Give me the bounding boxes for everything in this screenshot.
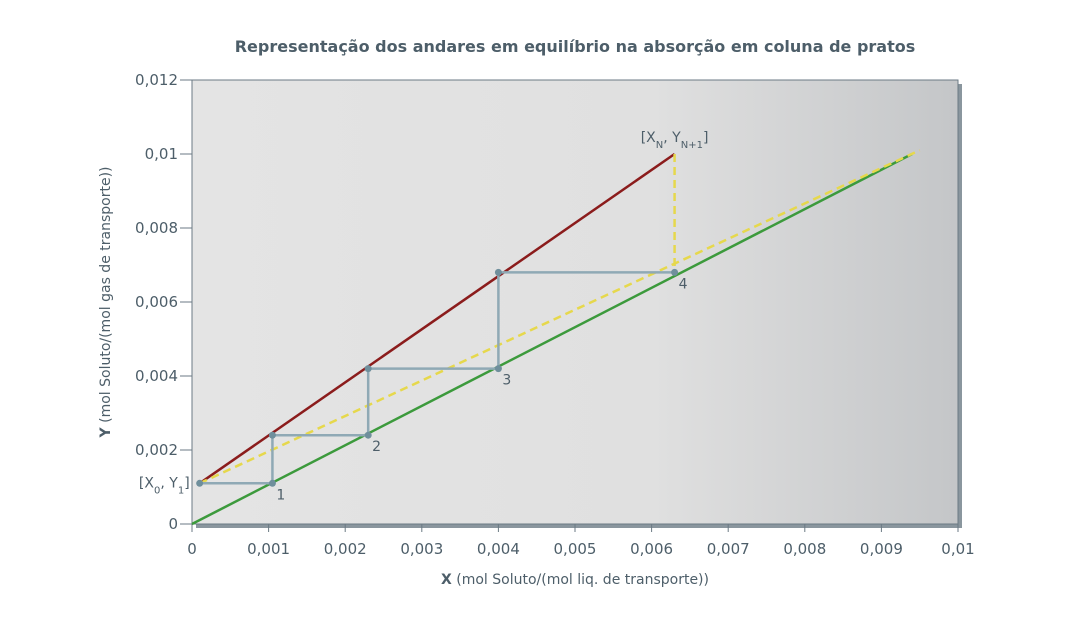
y-axis-label-part: (mol Soluto/(mol gas de transporte)) (98, 167, 114, 428)
series-line (199, 149, 921, 485)
annotation-part: 1 (276, 487, 285, 503)
y-axis-label-part: Y (98, 426, 114, 438)
annotation: 4 (679, 276, 688, 292)
annotation: [XN, YN+1] (641, 130, 709, 151)
series-line (191, 152, 913, 526)
annotation-part: 4 (679, 276, 688, 292)
annotation-part: 1 (178, 485, 184, 496)
chart-title: Representação dos andares em equilíbrio … (235, 37, 916, 56)
point (268, 479, 276, 487)
y-tick-label: 0,012 (135, 71, 178, 89)
annotation-part: , Y (160, 475, 178, 491)
x-tick-label: 0 (187, 540, 197, 558)
plot-area (191, 79, 959, 525)
point (364, 431, 372, 439)
series-line (199, 271, 675, 485)
annotation: [X0, Y1] (139, 475, 190, 496)
annotation-part: ] (703, 130, 708, 146)
point (494, 268, 502, 276)
x-tick-label: 0,003 (400, 540, 443, 558)
y-tick-label: 0,008 (135, 219, 178, 237)
annotation-part: 2 (372, 439, 381, 455)
x-tick-label: 0,006 (630, 540, 673, 558)
y-tick-label: 0,004 (135, 367, 178, 385)
annotation: 1 (276, 487, 285, 503)
x-tick-label: 0,004 (477, 540, 520, 558)
point (196, 479, 204, 487)
annotation: 2 (372, 439, 381, 455)
annotation: 3 (502, 373, 511, 389)
x-axis-label: X (mol Soluto/(mol liq. de transporte)) (441, 572, 709, 588)
series-line (198, 152, 676, 485)
point (671, 268, 679, 276)
y-tick-label: 0,002 (135, 441, 178, 459)
annotation-part: 0 (154, 485, 160, 496)
x-tick-label: 0,009 (860, 540, 903, 558)
y-tick-label: 0,006 (135, 293, 178, 311)
x-tick-label: 0,008 (783, 540, 826, 558)
point (268, 431, 276, 439)
x-tick-label: 0,01 (941, 540, 974, 558)
y-tick-label: 0 (168, 515, 178, 533)
x-axis-label-part: (mol Soluto/(mol liq. de transporte)) (452, 572, 709, 588)
point (494, 365, 502, 373)
annotation-part: N+1 (681, 140, 703, 151)
annotation-part: [X (641, 130, 656, 146)
annotation-part: N (656, 140, 663, 151)
x-tick-label: 0,007 (707, 540, 750, 558)
annotation-part: , Y (663, 130, 681, 146)
x-tick-label: 0,001 (247, 540, 290, 558)
x-tick-label: 0,002 (324, 540, 367, 558)
x-tick-label: 0,005 (554, 540, 597, 558)
x-axis-label-part: X (441, 572, 452, 588)
y-axis-label: Y (mol Soluto/(mol gas de transporte)) (98, 167, 114, 439)
annotation-part: ] (184, 475, 189, 491)
annotation-part: 3 (502, 373, 511, 389)
y-tick-label: 0,01 (145, 145, 178, 163)
annotation-part: [X (139, 475, 154, 491)
point (364, 365, 372, 373)
